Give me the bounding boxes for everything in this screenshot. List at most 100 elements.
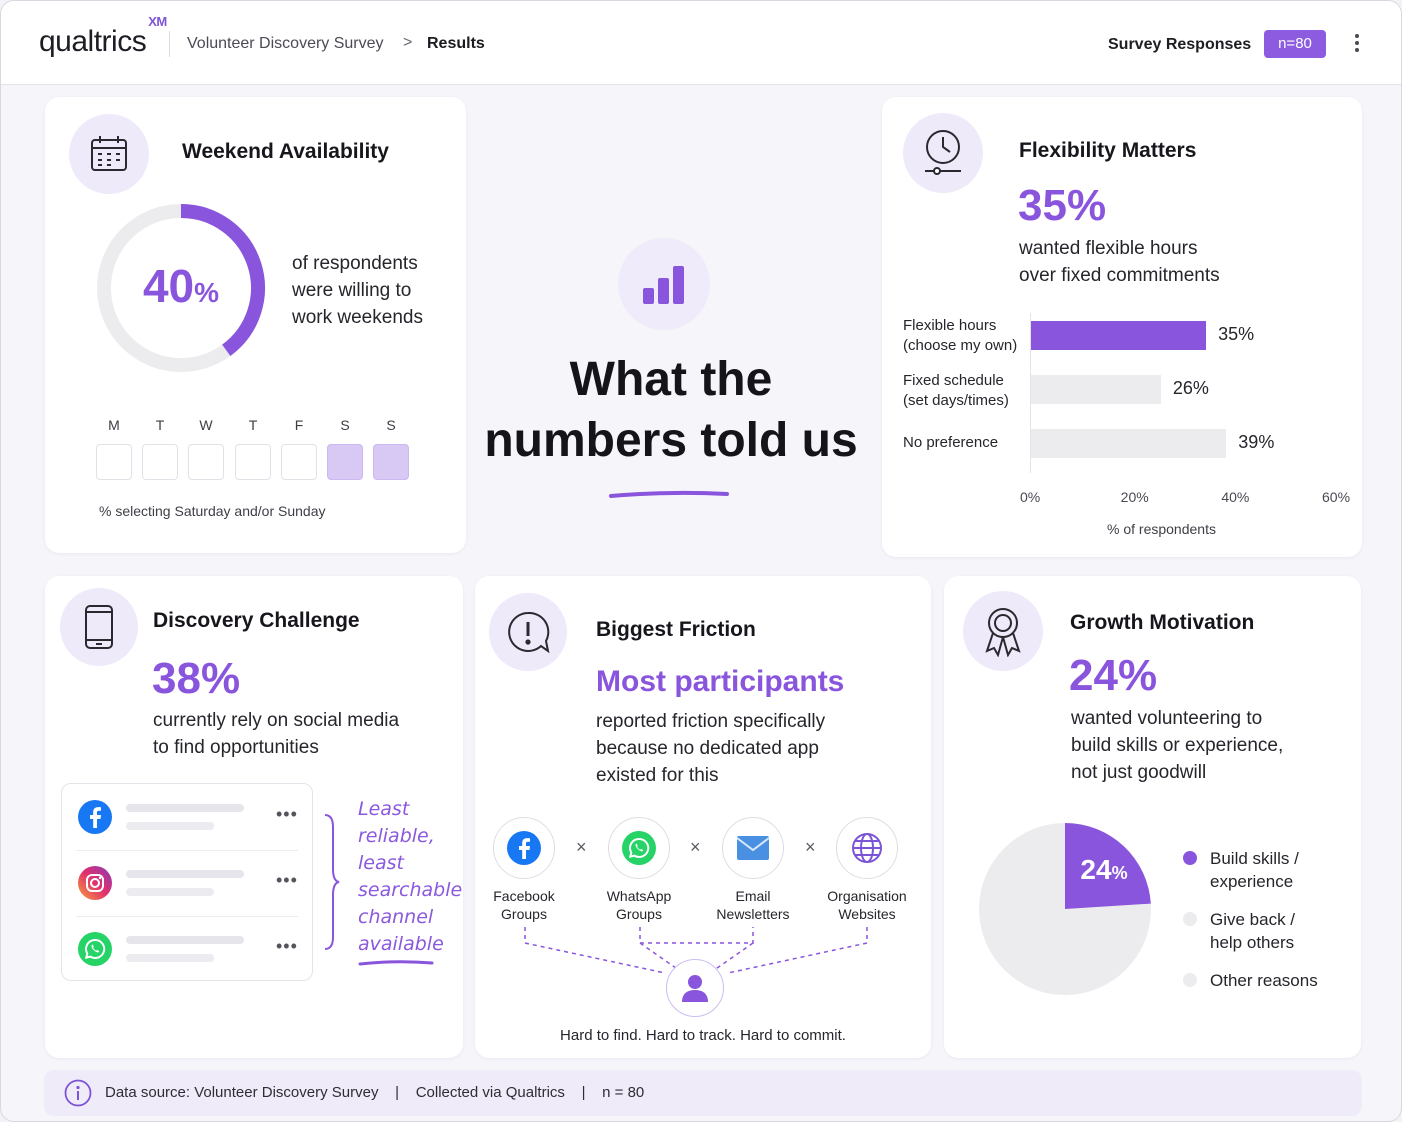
calendar-icon (91, 136, 127, 171)
flexibility-big-percent: 35% (1018, 181, 1107, 230)
day-checkbox[interactable] (281, 444, 317, 480)
friction-text-line: existed for this (596, 765, 719, 786)
clock-icon-circle (903, 113, 983, 193)
award-ribbon-icon (985, 608, 1021, 657)
donut-value-arc (180, 204, 265, 356)
times-symbol: × (690, 837, 701, 857)
discovery-title: Discovery Challenge (153, 609, 360, 632)
breadcrumb-survey[interactable]: Volunteer Discovery Survey (187, 35, 384, 52)
bar (1030, 429, 1227, 458)
growth-big-percent: 24% (1069, 651, 1158, 700)
day-label: F (294, 417, 304, 433)
legend-label: Other reasons (1210, 971, 1318, 990)
discovery-text-line: to find opportunities (153, 737, 319, 758)
bar (1030, 375, 1161, 404)
calendar-icon-circle (69, 114, 149, 194)
channel-label: Organisation Websites (827, 888, 907, 922)
times-symbol: × (805, 837, 816, 857)
growth-text: wanted volunteering to build skills or e… (1071, 705, 1283, 786)
note-line: channel (358, 906, 434, 928)
weekend-text-line: of respondents (292, 253, 418, 274)
social-feed-list: ••• ••• ••• (61, 783, 313, 981)
day-label: T (155, 417, 165, 433)
discovery-text-line: currently rely on social media (153, 710, 400, 731)
note-line: Least (358, 798, 410, 820)
alert-icon-circle (489, 593, 567, 671)
growth-text-line: wanted volunteering to (1071, 708, 1263, 729)
day-checkbox[interactable] (235, 444, 271, 480)
pie-label-number: 24 (1080, 854, 1112, 885)
more-options-icon[interactable]: ••• (276, 870, 298, 890)
day-label: T (248, 417, 258, 433)
breadcrumb-chevron-icon: > (403, 34, 413, 51)
pie-slice-label: 24% (1069, 854, 1139, 886)
pie-label-sign: % (1111, 863, 1128, 883)
phone-icon-circle (60, 588, 138, 666)
bar-category-label: Fixed schedule (set days/times) (903, 372, 1009, 409)
growth-pie-chart (979, 823, 1151, 995)
bar-chart-icon (643, 266, 684, 304)
channel-facebook[interactable] (493, 817, 555, 879)
friction-caption: Hard to find. Hard to track. Hard to com… (560, 1027, 846, 1044)
discovery-text: currently rely on social media to find o… (153, 707, 399, 761)
hero-underline (609, 490, 729, 498)
breadcrumb-current: Results (427, 35, 485, 52)
pie-slice-build-skills (1065, 823, 1151, 909)
facebook-icon (78, 800, 112, 834)
bar-axis-line (1030, 313, 1031, 473)
handwritten-note: Least reliable, least searchable channel… (358, 796, 462, 958)
logo-text: qualtrics (39, 25, 147, 58)
qualtrics-logo[interactable]: qualtricsXM (39, 14, 167, 59)
times-symbol: × (576, 837, 587, 857)
instagram-icon (78, 866, 112, 900)
weekend-donut-chart (97, 204, 265, 372)
day-checkbox[interactable] (96, 444, 132, 480)
friction-text-line: reported friction specifically (596, 711, 826, 732)
bar-value-label: 35% (1218, 324, 1255, 344)
bar (1030, 321, 1207, 350)
day-label: W (199, 417, 213, 433)
list-item[interactable]: ••• (62, 916, 312, 982)
x-tick-label: 20% (1120, 489, 1149, 505)
weekend-text-line: were willing to (292, 280, 412, 301)
list-item[interactable]: ••• (62, 784, 312, 850)
weekend-caption: % selecting Saturday and/or Sunday (99, 503, 326, 519)
flexibility-text-line: wanted flexible hours (1019, 238, 1198, 259)
discovery-big-percent: 38% (152, 654, 241, 703)
flexibility-xlabel: % of respondents (1107, 521, 1216, 537)
curly-brace (324, 814, 340, 950)
friction-text-line: because no dedicated app (596, 738, 819, 759)
channel-whatsapp[interactable] (608, 817, 670, 879)
day-checkbox[interactable] (188, 444, 224, 480)
day-checkbox[interactable] (142, 444, 178, 480)
bar-value-label: 26% (1172, 378, 1209, 398)
note-line: available (358, 933, 444, 955)
channel-email[interactable] (722, 817, 784, 879)
friction-headline: Most participants (596, 665, 845, 698)
more-options-icon[interactable]: ••• (276, 804, 298, 824)
hero-title-line: numbers told us (484, 414, 858, 467)
weekend-title: Weekend Availability (182, 140, 389, 163)
list-item[interactable]: ••• (62, 850, 312, 916)
more-options-icon[interactable] (1348, 31, 1366, 59)
flexibility-title: Flexibility Matters (1019, 139, 1197, 162)
day-checkbox[interactable] (327, 444, 363, 480)
info-icon[interactable] (64, 1079, 92, 1107)
channel-label: Facebook Groups (493, 888, 555, 922)
note-underline (358, 960, 434, 966)
channel-label: WhatsApp Groups (606, 888, 672, 922)
whatsapp-icon (622, 831, 656, 865)
channel-websites[interactable] (836, 817, 898, 879)
hero-title: What the numbers told us (471, 349, 871, 471)
alert-bubble-icon (508, 611, 550, 654)
facebook-icon (507, 831, 541, 865)
donut-percent-number: 40 (142, 260, 195, 312)
user-avatar (666, 959, 724, 1017)
day-checkbox[interactable] (373, 444, 409, 480)
friction-title: Biggest Friction (596, 618, 756, 641)
donut-center-label: 40% (94, 259, 268, 313)
note-line: least (358, 852, 404, 874)
more-options-icon[interactable]: ••• (276, 936, 298, 956)
donut-percent-sign: % (194, 277, 220, 308)
